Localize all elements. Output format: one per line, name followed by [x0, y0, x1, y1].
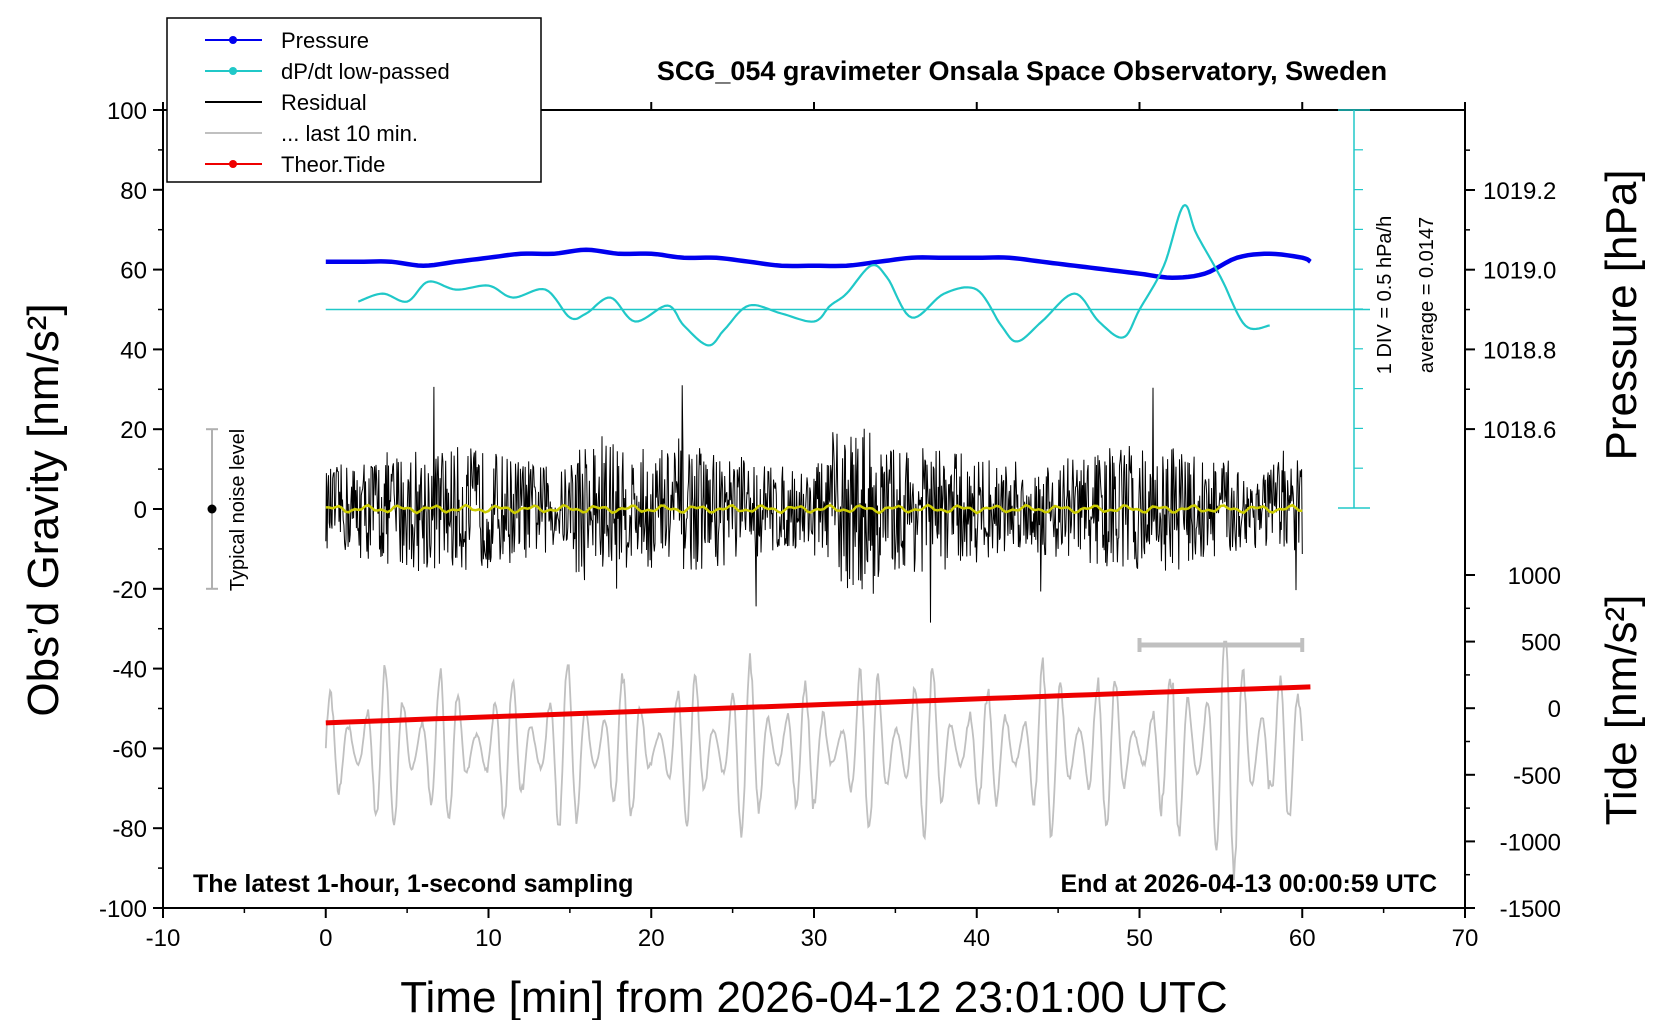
x-tick-label: 60	[1289, 925, 1316, 952]
x-axis-label: Time [min] from 2026-04-12 23:01:00 UTC	[400, 973, 1227, 1020]
footer-right-label: End at 2026-04-13 00:00:59 UTC	[1060, 870, 1437, 898]
tide-tick-label: -1500	[1500, 896, 1561, 923]
x-tick-label: 50	[1126, 925, 1153, 952]
y-tick-label: 100	[107, 98, 147, 125]
y-tick-label: 40	[120, 337, 147, 364]
tide-axis-label: Tide [nm/s²]	[1597, 595, 1646, 826]
dpdt-average-label: average = 0.0147	[1416, 217, 1438, 373]
y-tick-label: 60	[120, 258, 147, 285]
line-series	[325, 204, 1313, 726]
pressure-axis-ticks: 1019.2 1019.0 1018.8 1018.6	[1465, 149, 1556, 444]
legend: Pressure dP/dt low-passed Residual ... last…	[166, 17, 542, 183]
series-line	[325, 247, 1313, 280]
residual-line	[325, 385, 1303, 623]
y-tick-label: 0	[134, 497, 147, 524]
footer-left-label: The latest 1-hour, 1-second sampling	[193, 870, 633, 898]
y-axis-label: Obs’d Gravity [nm/s²]	[19, 303, 68, 716]
legend-box	[166, 17, 542, 183]
legend-marker	[229, 160, 237, 168]
x-axis-ticks: -10 0 10 20 30 40 50 60 70	[146, 102, 1479, 952]
y-axis-ticks: 100 80 60 40 20 0 -20 -40 -60 -80 -100	[99, 98, 163, 923]
legend-label: ... last 10 min.	[281, 121, 418, 146]
legend-label: Pressure	[281, 28, 369, 53]
y-tick-label: -40	[112, 657, 147, 684]
y-tick-label: -60	[112, 736, 147, 763]
legend-label: dP/dt low-passed	[281, 59, 450, 84]
last-10-min-line	[324, 640, 1304, 881]
residual-series	[325, 385, 1303, 623]
series-line	[325, 684, 1311, 726]
y-tick-label: -100	[99, 896, 147, 923]
legend-marker	[229, 36, 237, 44]
noise-level-indicator	[206, 428, 218, 590]
pressure-tick-label: 1019.0	[1483, 258, 1556, 285]
dpdt-scale-bar	[325, 109, 1370, 509]
pressure-tick-label: 1018.8	[1483, 337, 1556, 364]
legend-label: Theor.Tide	[281, 152, 385, 177]
y-tick-label: 20	[120, 417, 147, 444]
pressure-tick-label: 1019.2	[1483, 178, 1556, 205]
x-tick-label: 0	[319, 925, 332, 952]
chart-title: SCG_054 gravimeter Onsala Space Observat…	[657, 56, 1387, 86]
y-tick-label: -80	[112, 816, 147, 843]
noise-level-label: Typical noise level	[227, 429, 249, 591]
x-tick-label: 30	[801, 925, 828, 952]
y-tick-label: 80	[120, 178, 147, 205]
tide-axis-ticks: 1000 500 0 -500 -1000 -1500	[1465, 563, 1561, 923]
legend-label: Residual	[281, 90, 367, 115]
last-10-min-series	[324, 638, 1305, 881]
x-tick-label: 20	[638, 925, 665, 952]
tide-tick-label: 500	[1521, 630, 1561, 657]
x-tick-label: 40	[963, 925, 990, 952]
x-tick-label: -10	[146, 925, 181, 952]
legend-marker	[229, 67, 237, 75]
x-tick-label: 70	[1452, 925, 1479, 952]
y-tick-label: -20	[112, 577, 147, 604]
tide-tick-label: 0	[1548, 696, 1561, 723]
tide-tick-label: -500	[1513, 763, 1561, 790]
noise-dot	[207, 504, 217, 514]
tide-tick-label: -1000	[1500, 829, 1561, 856]
pressure-axis-label: Pressure [hPa]	[1597, 169, 1646, 460]
x-tick-label: 10	[475, 925, 502, 952]
tide-tick-label: 1000	[1508, 563, 1561, 590]
series-line	[357, 204, 1270, 347]
pressure-tick-label: 1018.6	[1483, 417, 1556, 444]
dpdt-scale-label: 1 DIV = 0.5 hPa/h	[1374, 216, 1396, 374]
residual-filtered-line	[325, 503, 1303, 515]
